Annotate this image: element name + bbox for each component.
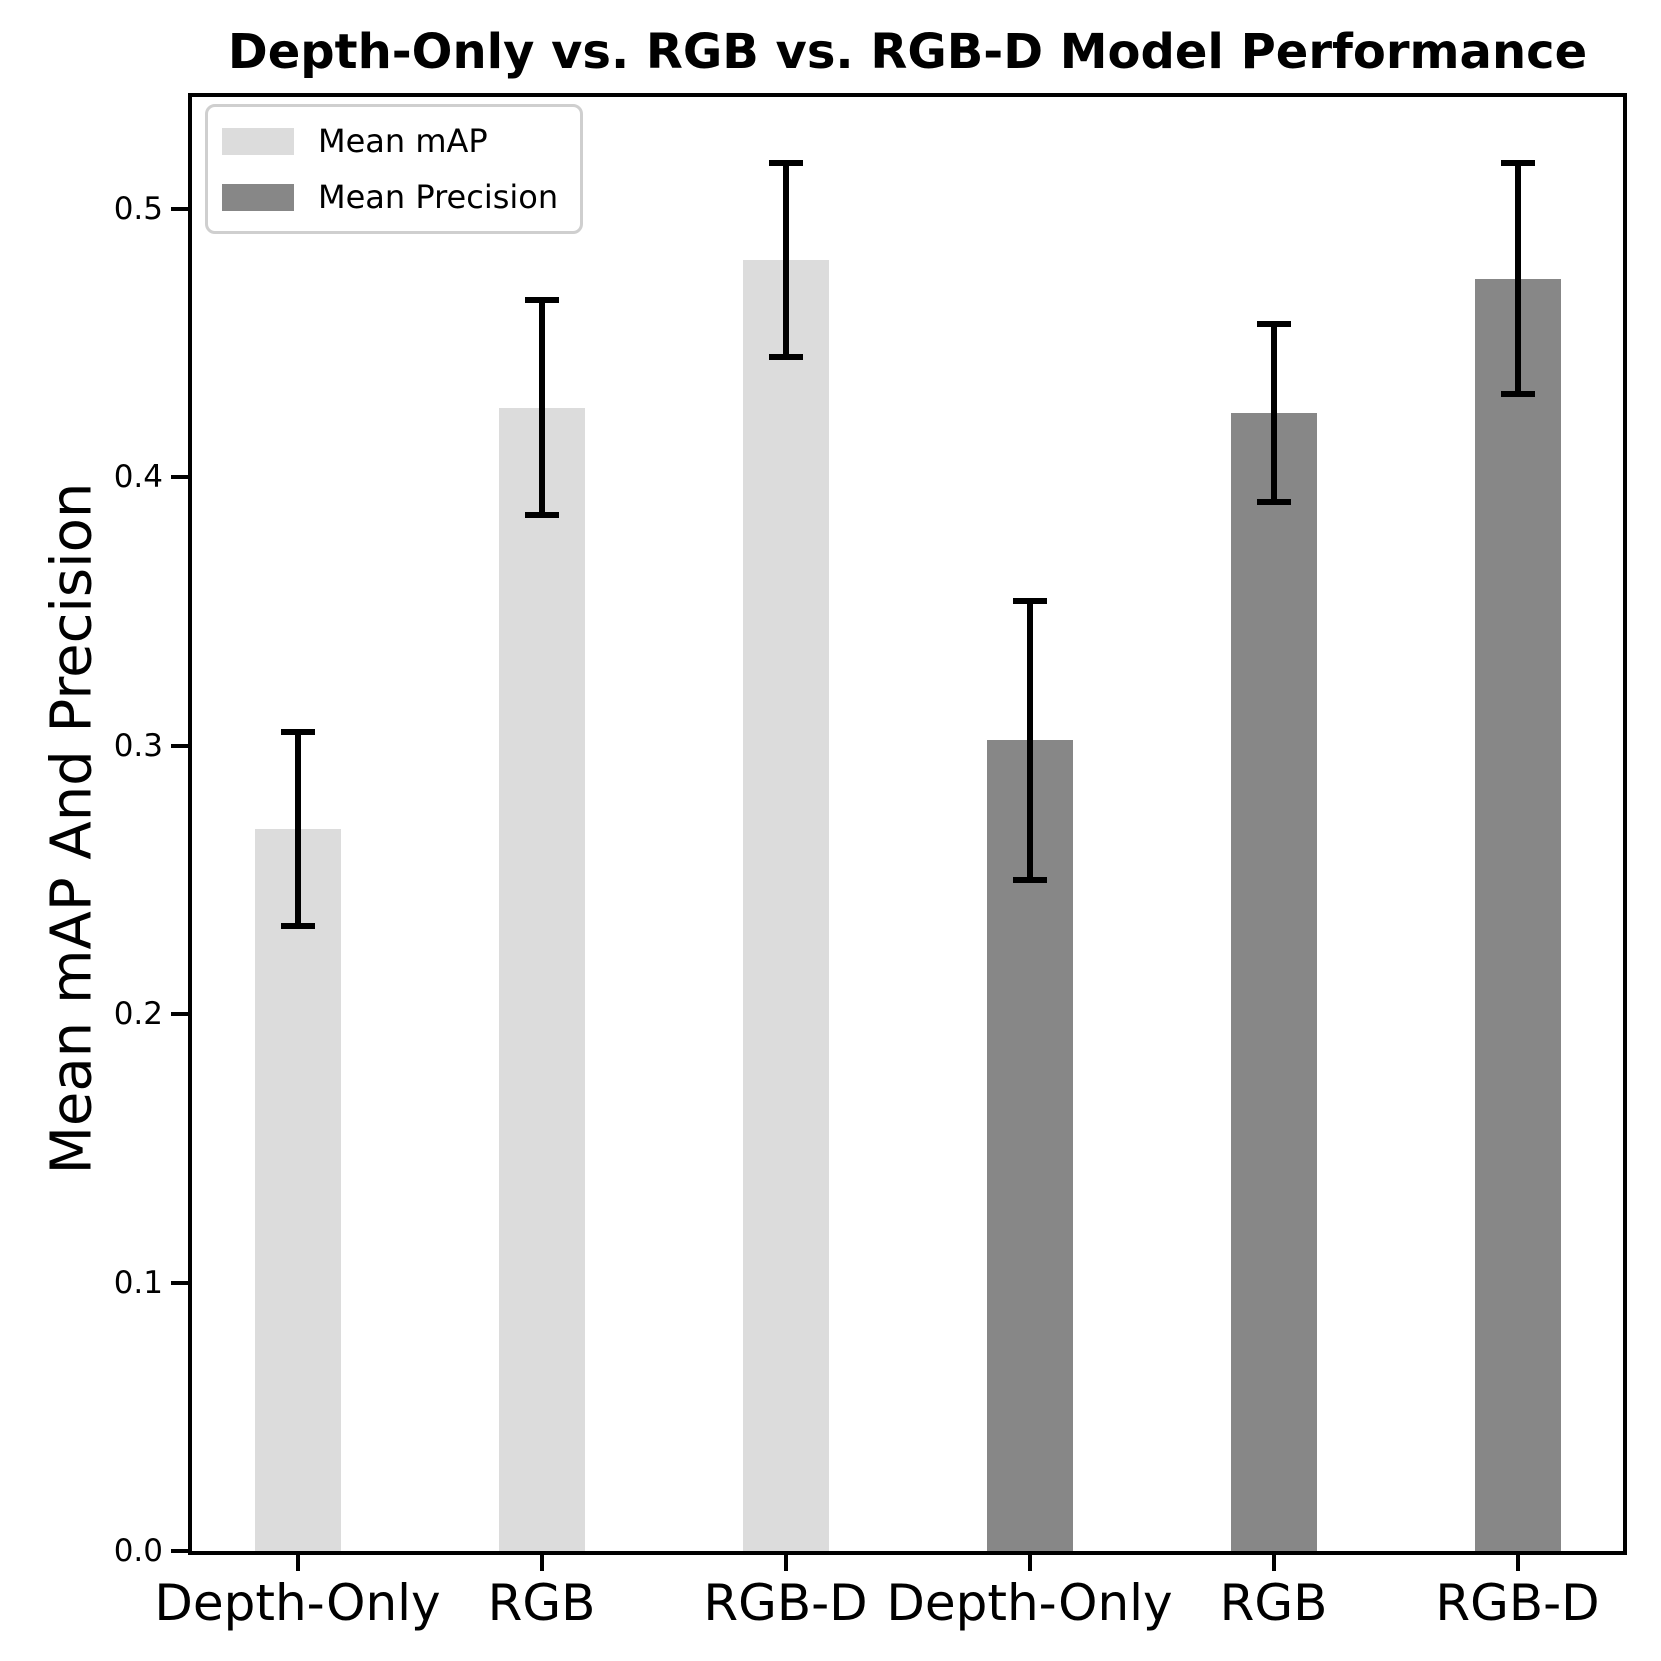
legend-swatch-mean-map [222,127,294,155]
error-bar-line [294,732,301,926]
x-tick [1271,1555,1276,1571]
error-bar-cap [524,297,559,304]
bar-rgb-mean-precision [1230,412,1317,1551]
legend-item: Mean Precision [222,177,558,217]
x-tick-label-depth-only: Depth-Only [154,1574,441,1632]
y-tick [171,206,188,211]
error-bar-cap [524,511,559,518]
plot-area [188,93,1627,1555]
x-tick [539,1555,544,1571]
error-bar-cap [1012,597,1047,604]
x-tick [1027,1555,1032,1571]
x-tick [783,1555,788,1571]
x-tick [1515,1555,1520,1571]
y-tick-label: 0.1 [113,1264,163,1301]
legend-label-mean-map: Mean mAP [318,122,488,160]
x-tick-label-depth-only: Depth-Only [886,1574,1173,1632]
error-bar-cap [1500,391,1535,398]
error-bar-cap [280,729,315,736]
legend: Mean mAP Mean Precision [205,104,584,234]
error-bar-cap [1500,160,1535,167]
y-tick-label: 0.5 [113,190,163,227]
x-tick-label-rgb: RGB [487,1574,596,1632]
error-bar-line [1514,163,1521,395]
y-tick [171,475,188,480]
error-bar-cap [1012,876,1047,883]
error-bar-line [1270,324,1277,502]
chart-title: Depth-Only vs. RGB vs. RGB-D Model Perfo… [227,24,1588,80]
bar-depth-only-mean-map [254,828,341,1551]
legend-swatch-mean-precision [222,183,294,211]
y-tick [171,1012,188,1017]
bar-rgb-d-mean-map [742,259,829,1551]
y-axis-label: Mean mAP And Precision [39,482,105,1175]
y-tick-label: 0.0 [113,1533,163,1569]
x-tick [295,1555,300,1571]
error-bar-line [782,163,789,357]
legend-item: Mean mAP [222,121,558,161]
x-tick-label-rgb-d: RGB-D [1435,1574,1600,1632]
error-bar-cap [280,922,315,929]
y-tick [171,1549,188,1553]
bar-rgb-mean-map [498,407,585,1551]
error-bar-line [1026,600,1033,880]
error-bar-cap [768,353,803,360]
y-tick-label: 0.3 [113,727,163,764]
x-tick-label-rgb-d: RGB-D [703,1574,868,1632]
y-tick-label: 0.2 [113,996,163,1033]
bar-rgb-d-mean-precision [1474,278,1561,1551]
y-tick [171,743,188,748]
y-tick [171,1280,188,1285]
error-bar-cap [1256,498,1291,505]
y-tick-label: 0.4 [113,459,163,496]
error-bar-cap [1256,321,1291,328]
legend-label-mean-precision: Mean Precision [318,178,559,216]
error-bar-cap [768,160,803,167]
x-tick-label-rgb: RGB [1219,1574,1328,1632]
error-bar-line [538,300,545,515]
